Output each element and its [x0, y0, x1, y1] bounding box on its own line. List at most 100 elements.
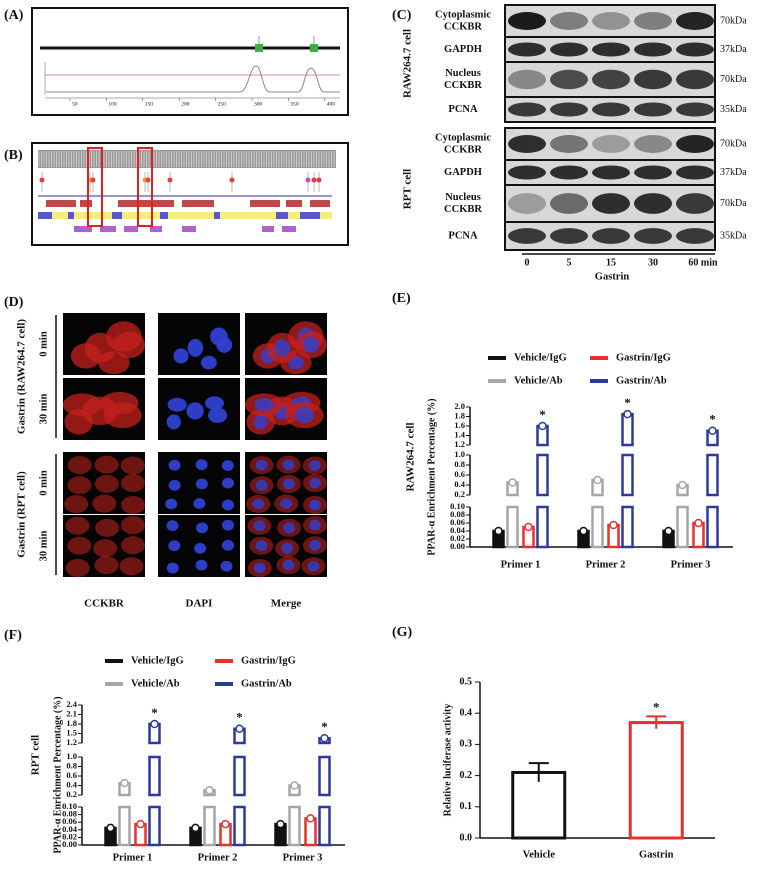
nucleus-stain — [309, 477, 321, 489]
bar — [318, 805, 331, 847]
time-label: 60 min — [688, 257, 718, 268]
blot-row-label: GAPDH — [444, 44, 482, 55]
blot-band — [550, 165, 588, 180]
region-blue — [160, 212, 168, 219]
region-red — [118, 200, 174, 207]
site-head — [167, 177, 173, 183]
bar-cap — [623, 409, 632, 419]
panel-label: (E) — [392, 291, 411, 306]
cytoplasm-stain — [94, 455, 119, 474]
cytoplasm-stain — [92, 494, 117, 513]
blot-band — [550, 42, 588, 57]
nucleus-stain — [166, 414, 181, 430]
significance-mark: * — [236, 710, 243, 725]
panel-frame — [31, 7, 349, 116]
bar — [628, 721, 684, 840]
nucleus-stain — [205, 396, 225, 410]
bar-cap — [221, 819, 230, 829]
y-tick-label: 0.2 — [66, 789, 77, 799]
nucleus-stain — [309, 499, 321, 511]
nucleus-stain — [303, 336, 320, 353]
site-head — [311, 177, 317, 183]
bar — [288, 805, 301, 847]
blot-band — [592, 69, 630, 90]
y-tick-label: 0.6 — [454, 469, 465, 479]
y-tick-label: 0.00 — [450, 541, 465, 551]
nucleus-stain — [253, 520, 266, 532]
nucleus-stain — [194, 542, 207, 554]
legend-label: Gastrin/IgG — [616, 352, 671, 363]
nucleus-stain — [173, 348, 189, 364]
blot-band — [676, 42, 714, 57]
bar — [148, 805, 161, 847]
y-tick-label: 0.10 — [62, 801, 77, 811]
blot-band — [592, 228, 630, 244]
site-head — [90, 177, 96, 183]
time-label: 15 — [606, 257, 616, 268]
y-tick-label: 0.02 — [62, 831, 77, 841]
nucleus-stain — [252, 498, 265, 510]
channel-label: DAPI — [186, 598, 213, 610]
bar — [118, 805, 131, 847]
region-red — [250, 200, 280, 207]
bar-cap — [494, 526, 503, 536]
site-head — [316, 177, 322, 183]
bar-cap — [136, 819, 145, 829]
significance-mark: * — [539, 407, 546, 422]
x-tick-label: Vehicle — [523, 849, 556, 860]
bar — [148, 755, 161, 797]
blot-size-label: 35kDa — [720, 230, 747, 241]
nucleus-stain — [195, 478, 208, 490]
bar — [591, 505, 604, 549]
blot-band — [508, 228, 546, 244]
x-tick-label: Primer 2 — [198, 852, 238, 863]
bar-cap — [579, 526, 588, 536]
cytoplasm-stain — [93, 539, 118, 558]
y-tick-label: 0.4 — [454, 479, 465, 489]
nucleus-stain — [253, 414, 268, 430]
significance-mark: * — [653, 699, 660, 714]
y-tick-label: 0.2 — [454, 489, 465, 499]
region-purple — [150, 226, 162, 232]
nucleus-stain — [196, 522, 209, 534]
significance-mark: * — [321, 719, 328, 734]
treatment-label: Gastrin — [595, 271, 630, 282]
nucleus-stain — [282, 559, 295, 571]
nucleus-stain — [187, 338, 204, 357]
y-tick-label: 1.0 — [66, 751, 77, 761]
blot-band — [676, 102, 714, 117]
blot-band — [634, 193, 672, 214]
nucleus-stain — [294, 407, 315, 424]
region-blue — [68, 212, 74, 219]
blot-band — [508, 102, 546, 117]
cytoplasm-stain — [64, 495, 89, 514]
region-blue — [112, 212, 122, 219]
blot-row-label: Nucleus — [445, 68, 481, 79]
bar — [203, 805, 216, 847]
nucleus-stain — [207, 407, 228, 424]
bar — [536, 505, 549, 549]
group-label: Gastrin (RPT cell) — [16, 471, 28, 558]
bar-cap — [593, 475, 602, 485]
blot-band — [592, 135, 630, 153]
blot-band — [592, 193, 630, 214]
bar — [706, 453, 719, 497]
significance-mark: * — [624, 395, 631, 410]
legend-label: Gastrin/Ab — [616, 375, 667, 386]
panel-label: (F) — [4, 628, 22, 643]
nucleus-stain — [165, 498, 178, 510]
position-label: 350 — [290, 101, 299, 107]
blot-band — [634, 228, 672, 244]
blot-band — [634, 12, 672, 30]
nucleus-stain — [166, 520, 179, 532]
nucleus-stain — [168, 459, 181, 471]
legend-label: Vehicle/Ab — [514, 375, 563, 386]
blot-row-label: Cytoplasmic — [435, 9, 491, 20]
cytoplasm-stain — [67, 456, 92, 475]
region-red — [80, 200, 92, 207]
blot-band — [550, 228, 588, 244]
nucleus-stain — [222, 477, 234, 489]
region-blue — [276, 212, 288, 219]
nucleus-stain — [282, 478, 295, 490]
bar-cap — [150, 719, 159, 729]
